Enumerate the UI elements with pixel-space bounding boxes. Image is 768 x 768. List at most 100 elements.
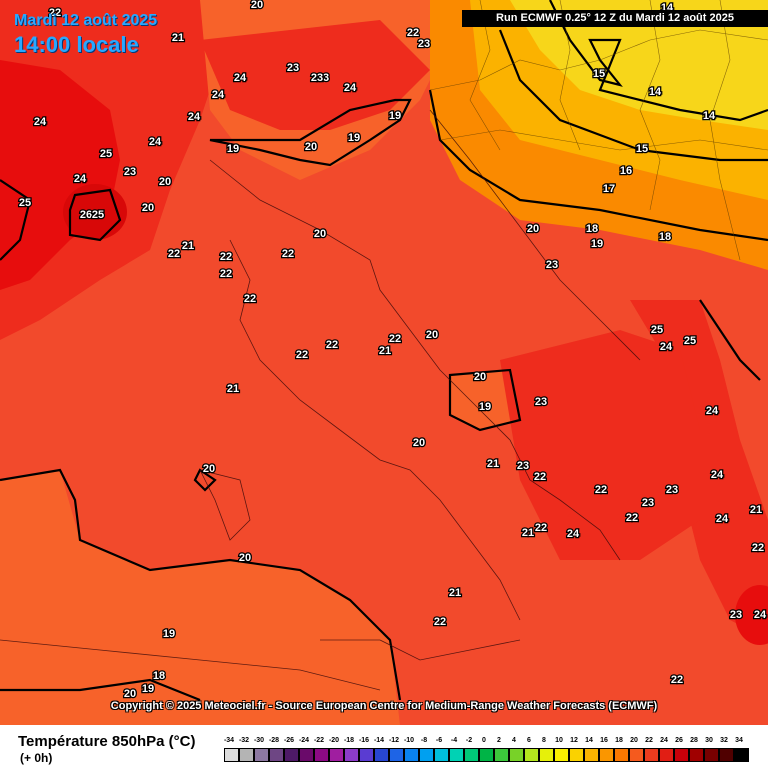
isotherm-value-label: 20 [305,141,317,153]
isotherm-value-label: 23 [517,460,529,472]
field-26-west [0,60,120,290]
isotherm-value-label: 14 [649,86,662,98]
isotherm-value-label: 19 [389,110,401,122]
isotherm-value-label: 25 [19,197,31,209]
isotherm-value-label: 22 [282,248,294,260]
scale-swatch [554,748,569,762]
scale-swatch [689,748,704,762]
isotherm-value-label: 21 [522,527,534,539]
scale-tick-label: 26 [675,737,683,744]
scale-swatch [704,748,719,762]
borders [429,0,768,261]
contour-lines [0,0,768,702]
isotherm-value-label: 14 [703,110,716,122]
scale-tick-label: 14 [585,737,593,744]
scale-swatch [329,748,344,762]
isotherm-value-label: 25 [651,324,663,336]
scale-swatch [299,748,314,762]
contour-east [699,299,761,381]
isotherm-value-label: 20 [426,329,438,341]
isotherm-value-label: 24 [754,609,767,621]
scale-swatch [674,748,689,762]
scale-swatch [614,748,629,762]
scale-tick-label: -34 [223,737,235,744]
isotherm-value-label: 20 [124,688,136,700]
isotherm-value-label: 26 [80,209,92,221]
scale-swatch [629,748,644,762]
isotherm-value-label: 24 [706,405,719,417]
isotherm-value-label: 23 [124,166,136,178]
isotherm-value-label: 21 [487,458,499,470]
scale-tick-label: -24 [298,737,310,744]
isotherm-value-label: 20 [527,223,539,235]
isotherm-value-label: 22 [434,616,446,628]
isotherm-value-label: 21 [227,383,239,395]
isotherm-value-label: 21 [750,504,762,516]
scale-swatch [479,748,494,762]
scale-tick-label: 4 [512,737,516,744]
scale-tick-label: -26 [283,737,295,744]
scale-tick-label: -6 [435,737,443,744]
scale-tick-label: 24 [660,737,668,744]
scale-swatch [239,748,254,762]
scale-tick-label: 32 [720,737,728,744]
scale-swatch [524,748,539,762]
scale-swatch [539,748,554,762]
time-label: 14:00 locale [14,32,139,57]
isotherm-value-label: 20 [159,176,171,188]
isotherm-value-label: 22 [49,7,61,19]
scale-tick-label: 28 [690,737,698,744]
isotherm-value-label: 22 [220,251,232,263]
isotherm-value-label: 22 [244,293,256,305]
isotherm-value-label: 20 [203,463,215,475]
isotherm-value-label: 23 [418,38,430,50]
scale-swatch [584,748,599,762]
scale-swatch [659,748,674,762]
field-20-south [0,470,400,725]
scale-swatch [389,748,404,762]
isotherm-value-label: 22 [626,512,638,524]
temperature-map[interactable]: 22 20 21 24 24 23 23 23 24 22 23 24 19 24 20 19 19 25 24 23… [0,0,768,725]
isotherm-value-label: 20 [413,437,425,449]
contour-20-west-bottom [0,678,201,702]
scale-tick-label: -20 [328,737,340,744]
isotherm-value-label: 22 [535,522,547,534]
isotherm-value-label: 24 [567,528,580,540]
scale-tick-label: 2 [497,737,501,744]
scale-swatch [509,748,524,762]
contour-20-alps [209,98,412,167]
scale-tick-label: -2 [465,737,473,744]
scale-tick-label: 6 [527,737,531,744]
scale-tick-label: -8 [420,737,428,744]
scale-swatch [269,748,284,762]
isotherm-value-label: 20 [314,228,326,240]
scale-swatch [719,748,734,762]
isotherm-value-label: 25 [684,335,696,347]
isotherm-value-label: 23 [730,609,742,621]
isotherm-value-label: 17 [603,183,615,195]
isotherm-value-label: 23 [535,396,547,408]
isotherm-value-label: 18 [586,223,598,235]
legend-bar: Température 850hPa (°C) (+ 0h) -34 -32 -30… [0,725,768,768]
isotherm-value-label: 24 [660,341,673,353]
map-title: Température 850hPa (°C) [18,733,196,750]
field-26-core [63,184,127,240]
scale-swatch [254,748,269,762]
field-24-southeast [500,330,700,560]
field-25-blob [735,585,768,645]
scale-swatch [434,748,449,762]
isotherm-value-label: 16 [620,165,632,177]
isotherm-value-label: 15 [636,143,648,155]
isotherm-value-label: 22 [671,674,683,686]
field-14-northeast [510,0,768,130]
isotherm-value-label: 24 [188,111,201,123]
coastlines [0,109,641,691]
isotherm-value-label: 15 [593,68,605,80]
scale-swatch [314,748,329,762]
isotherm-value-label: 19 [227,143,239,155]
scale-tick-label: -22 [313,737,325,744]
scale-tick-label: -32 [238,737,250,744]
contour-20-south [0,468,402,701]
